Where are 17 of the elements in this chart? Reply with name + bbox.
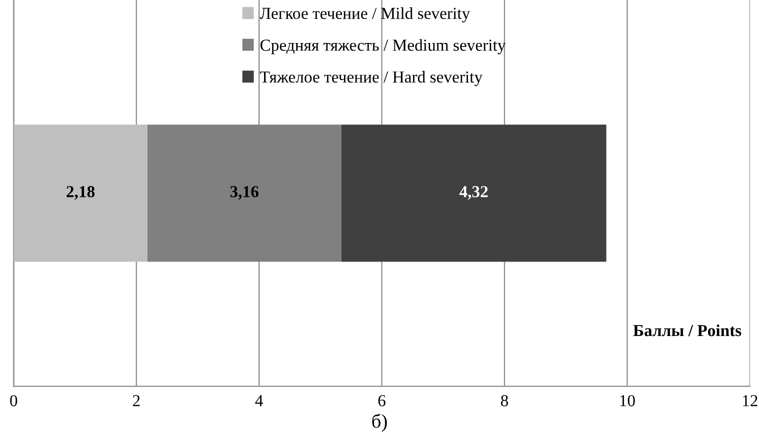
data-label: 2,18 <box>66 186 95 200</box>
x-tick-label: 6 <box>378 395 386 406</box>
data-label: 3,16 <box>230 186 258 200</box>
legend-label: Средняя тяжесть / Medium severity <box>260 39 506 54</box>
data-label: 4,32 <box>459 186 488 200</box>
x-tick-label: 8 <box>500 395 508 406</box>
x-tick-label: 0 <box>10 395 18 406</box>
x-tick-label: 10 <box>620 395 635 406</box>
x-axis-title: Баллы / Points <box>633 324 742 336</box>
x-tick-label: 12 <box>743 395 758 406</box>
bar <box>341 124 606 262</box>
bar <box>14 124 148 262</box>
legend-label: Тяжелое течение / Hard severity <box>260 70 482 86</box>
text: б) <box>372 414 387 432</box>
x-tick-label: 4 <box>255 395 263 406</box>
x-tick-label: 2 <box>132 395 140 406</box>
legend-label: Легкое течение / Mild severity <box>260 7 470 22</box>
